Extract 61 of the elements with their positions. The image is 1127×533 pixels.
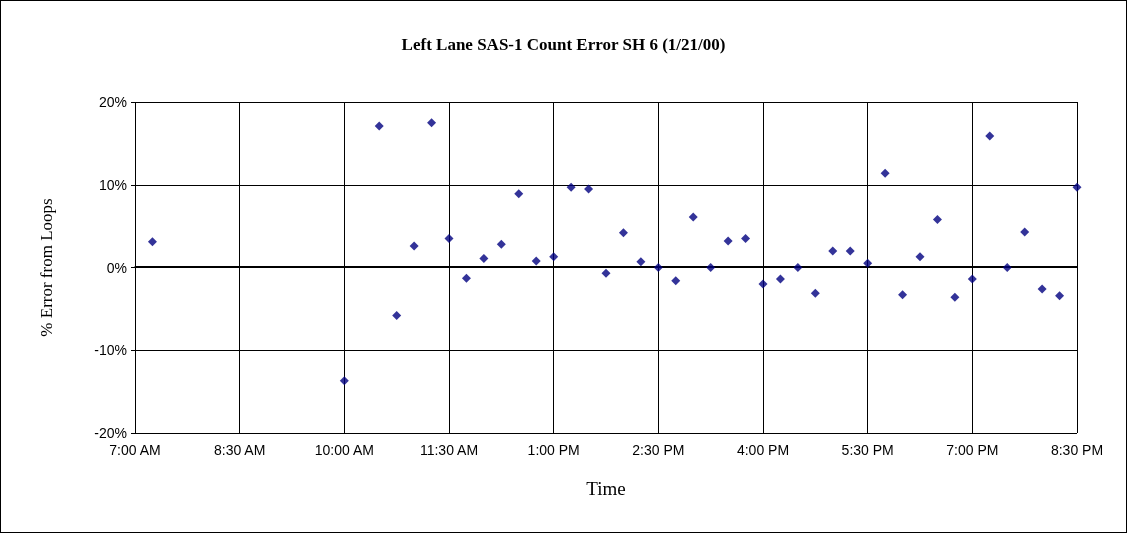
point [915, 252, 925, 262]
x-tick-label: 7:00 PM [946, 442, 999, 458]
point [863, 258, 873, 268]
point [461, 273, 471, 283]
point [427, 118, 437, 128]
point [1072, 182, 1082, 192]
point [653, 263, 663, 272]
point [514, 189, 524, 199]
point [339, 376, 349, 386]
x-axis-title: Time [586, 478, 626, 499]
point [1055, 291, 1065, 301]
x-tick-label: 5:30 PM [841, 442, 894, 458]
point [479, 253, 489, 263]
point [1020, 227, 1030, 237]
y-tick-label: 10% [98, 176, 127, 193]
point [985, 131, 995, 141]
point [967, 274, 977, 284]
point [1037, 284, 1047, 294]
point [932, 215, 942, 225]
x-tick-label: 7:00 AM [109, 442, 161, 458]
point [1002, 263, 1012, 272]
point [810, 288, 820, 298]
y-tick-label: 20% [98, 94, 127, 110]
point [741, 234, 751, 244]
y-tick-label: 0% [106, 259, 127, 276]
point [845, 246, 855, 256]
point [566, 182, 576, 192]
x-tick-label: 4:00 PM [736, 442, 790, 458]
point [688, 212, 698, 222]
point [584, 184, 594, 194]
x-tick-label: 11:30 AM [419, 442, 479, 458]
x-tick-label: 10:00 AM [314, 442, 374, 458]
y-axis-title: % Error from Loops [37, 198, 56, 337]
point [758, 279, 768, 289]
y-tick-label: -20% [94, 425, 127, 441]
point [392, 310, 402, 320]
point [706, 263, 716, 272]
y-tick-label: -10% [94, 342, 127, 359]
point [409, 241, 419, 251]
point [671, 276, 681, 286]
point [601, 268, 611, 278]
point [880, 168, 890, 178]
point [147, 237, 157, 247]
point [723, 236, 733, 246]
point [793, 263, 803, 272]
point [636, 257, 646, 267]
chart-title: Left Lane SAS-1 Count Error SH 6 (1/21/00) [401, 35, 726, 54]
x-tick-label: 8:30 AM [213, 442, 266, 458]
point [898, 290, 908, 300]
x-tick-label: 2:30 PM [632, 442, 685, 458]
point [828, 246, 838, 256]
point [950, 292, 960, 302]
point [444, 234, 454, 244]
point [531, 256, 541, 266]
x-tick-label: 8:30 PM [1050, 442, 1104, 458]
point [374, 121, 384, 131]
point [618, 228, 628, 238]
point [496, 239, 506, 249]
point [775, 274, 785, 284]
x-tick-label: 1:00 PM [527, 442, 580, 458]
point [549, 252, 559, 262]
